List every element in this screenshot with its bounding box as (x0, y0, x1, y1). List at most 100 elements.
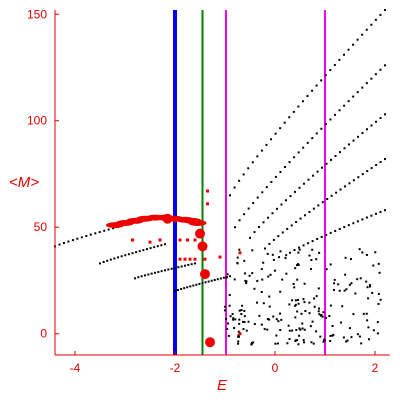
black-band-6-point-7 (280, 203, 283, 206)
black-scatter-point-91 (379, 298, 382, 301)
black-band-8-point-11 (338, 227, 341, 230)
black-scatter-point-107 (319, 314, 322, 317)
black-scatter-point-25 (345, 288, 348, 291)
black-scatter-point-103 (229, 315, 232, 318)
black-band-4-point-27 (352, 43, 355, 46)
black-band-2-point-0 (134, 277, 136, 280)
black-scatter-point-69 (225, 276, 228, 279)
black-band-2-point-11 (170, 267, 173, 270)
black-band-6-point-20 (339, 151, 341, 154)
black-scatter-point-97 (298, 248, 301, 251)
black-scatter-point-151 (263, 328, 266, 331)
black-band-1-point-0 (99, 262, 101, 265)
black-band-4-point-24 (338, 58, 341, 61)
black-band-2-point-10 (167, 268, 170, 271)
black-scatter-point-119 (286, 342, 289, 345)
black-band-6-point-12 (303, 182, 305, 185)
black-band-7-point-12 (317, 204, 320, 207)
x-tick-label--2: -2 (170, 361, 181, 375)
black-scatter-point-110 (367, 297, 370, 300)
black-band-4-point-0 (229, 194, 231, 197)
black-band-4-point-1 (233, 186, 236, 189)
black-band-2-point-9 (164, 269, 166, 272)
black-band-4-point-4 (247, 167, 250, 170)
black-band-7-point-6 (290, 224, 293, 227)
black-scatter-point-50 (244, 272, 247, 275)
black-scatter-point-191 (281, 278, 284, 281)
black-band-2-point-15 (184, 264, 186, 267)
black-scatter-point-35 (342, 336, 345, 339)
black-band-4-point-19 (315, 84, 318, 87)
black-band-7-point-11 (312, 207, 315, 210)
black-band-3-point-10 (204, 281, 207, 284)
black-band-4-point-8 (265, 143, 268, 146)
y-tick-label-100: 100 (27, 114, 47, 128)
red-large-point-4 (162, 213, 173, 224)
black-scatter-point-9 (313, 305, 316, 308)
black-band-5-point-18 (315, 132, 318, 135)
black-scatter-point-56 (250, 342, 253, 345)
red-point-0 (131, 238, 134, 242)
black-band-7-point-10 (308, 210, 311, 213)
black-scatter-point-28 (231, 313, 234, 316)
black-scatter-point-139 (277, 320, 280, 323)
black-band-7-point-23 (366, 170, 369, 173)
black-scatter-point-159 (315, 330, 318, 333)
black-scatter-point-7 (303, 328, 306, 331)
black-band-4-point-23 (333, 63, 336, 66)
black-band-3-point-1 (177, 289, 180, 292)
black-band-6-point-14 (312, 174, 314, 177)
black-band-1-point-12 (142, 249, 145, 252)
black-band-4-point-32 (374, 18, 377, 21)
red-point-17 (206, 202, 209, 206)
black-band-8-point-10 (334, 229, 337, 232)
black-band-7-point-27 (384, 158, 386, 161)
black-band-6-point-13 (307, 178, 310, 181)
black-band-6-point-4 (267, 216, 269, 219)
black-scatter-point-165 (238, 322, 241, 325)
black-scatter-point-212 (272, 315, 275, 318)
y-axis-title: <M> (9, 174, 39, 191)
black-scatter-point-128 (352, 313, 355, 316)
black-scatter-point-192 (298, 327, 301, 330)
black-scatter-point-47 (238, 248, 241, 251)
black-scatter-point-118 (288, 329, 291, 332)
black-band-2-point-5 (150, 272, 153, 275)
black-band-5-point-11 (284, 166, 286, 169)
black-band-2-point-16 (187, 263, 190, 266)
red-large-point-3 (205, 337, 215, 348)
black-band-3-point-8 (198, 282, 201, 285)
black-scatter-point-32 (294, 267, 297, 270)
black-scatter-point-149 (294, 339, 297, 342)
black-scatter-point-57 (237, 342, 240, 345)
red-arc-point-9 (188, 219, 207, 226)
black-band-7-point-15 (330, 194, 333, 197)
black-band-0-point-1 (58, 243, 61, 246)
black-scatter-point-67 (288, 337, 291, 340)
black-scatter-point-123 (279, 329, 282, 332)
black-scatter-point-197 (291, 329, 294, 332)
black-band-4-point-34 (384, 9, 386, 11)
black-scatter-point-93 (344, 273, 347, 276)
black-band-1-point-16 (156, 245, 159, 248)
red-large-point-0 (195, 228, 205, 239)
black-scatter-point-1 (242, 328, 245, 331)
black-scatter-point-184 (237, 335, 240, 338)
black-scatter-point-156 (298, 334, 301, 337)
black-band-2-point-12 (174, 266, 176, 269)
black-scatter-point-194 (322, 311, 325, 314)
black-scatter-point-54 (329, 263, 332, 266)
red-point-9 (193, 257, 197, 261)
black-band-1-point-8 (127, 253, 130, 256)
black-scatter-point-136 (268, 295, 271, 298)
black-scatter-point-125 (260, 291, 263, 294)
red-point-20 (173, 219, 177, 223)
black-band-1-point-5 (117, 256, 120, 259)
black-scatter-point-219 (238, 309, 241, 312)
black-scatter-point-75 (237, 340, 240, 343)
black-band-4-point-3 (242, 173, 245, 176)
black-band-0-point-7 (85, 234, 88, 237)
black-scatter-point-179 (243, 321, 246, 324)
black-scatter-point-102 (377, 302, 380, 305)
